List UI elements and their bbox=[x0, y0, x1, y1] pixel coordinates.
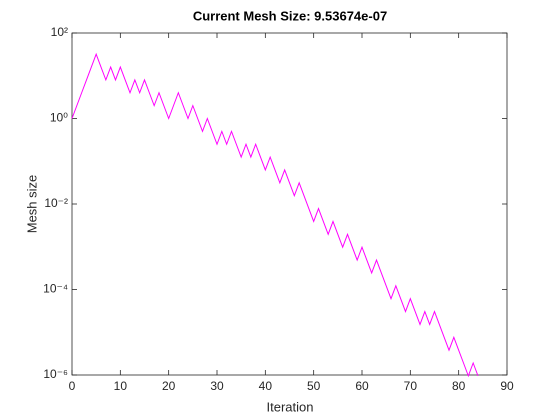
x-tick-label: 90 bbox=[500, 379, 514, 393]
y-tick-label: 10⁻⁶ bbox=[43, 367, 68, 381]
x-tick-label: 0 bbox=[69, 379, 76, 393]
x-axis-label: Iteration bbox=[267, 399, 314, 414]
x-tick-label: 60 bbox=[355, 379, 369, 393]
x-tick-label: 50 bbox=[307, 379, 321, 393]
plot-area bbox=[71, 32, 508, 376]
y-axis-label: Mesh size bbox=[24, 175, 39, 234]
x-tick-label: 30 bbox=[210, 379, 224, 393]
x-tick-label: 10 bbox=[114, 379, 128, 393]
data-line bbox=[71, 52, 479, 378]
x-tick-label: 40 bbox=[259, 379, 273, 393]
y-tick-label: 10⁻² bbox=[44, 196, 68, 210]
x-tick-label: 70 bbox=[404, 379, 418, 393]
y-tick-label: 10⁻⁴ bbox=[43, 282, 68, 296]
x-tick-label: 80 bbox=[452, 379, 466, 393]
y-tick-label: 10⁰ bbox=[50, 111, 68, 125]
chart-title: Current Mesh Size: 9.53674e-07 bbox=[193, 8, 387, 23]
y-tick-label: 10² bbox=[51, 25, 68, 39]
x-tick-label: 20 bbox=[162, 379, 176, 393]
